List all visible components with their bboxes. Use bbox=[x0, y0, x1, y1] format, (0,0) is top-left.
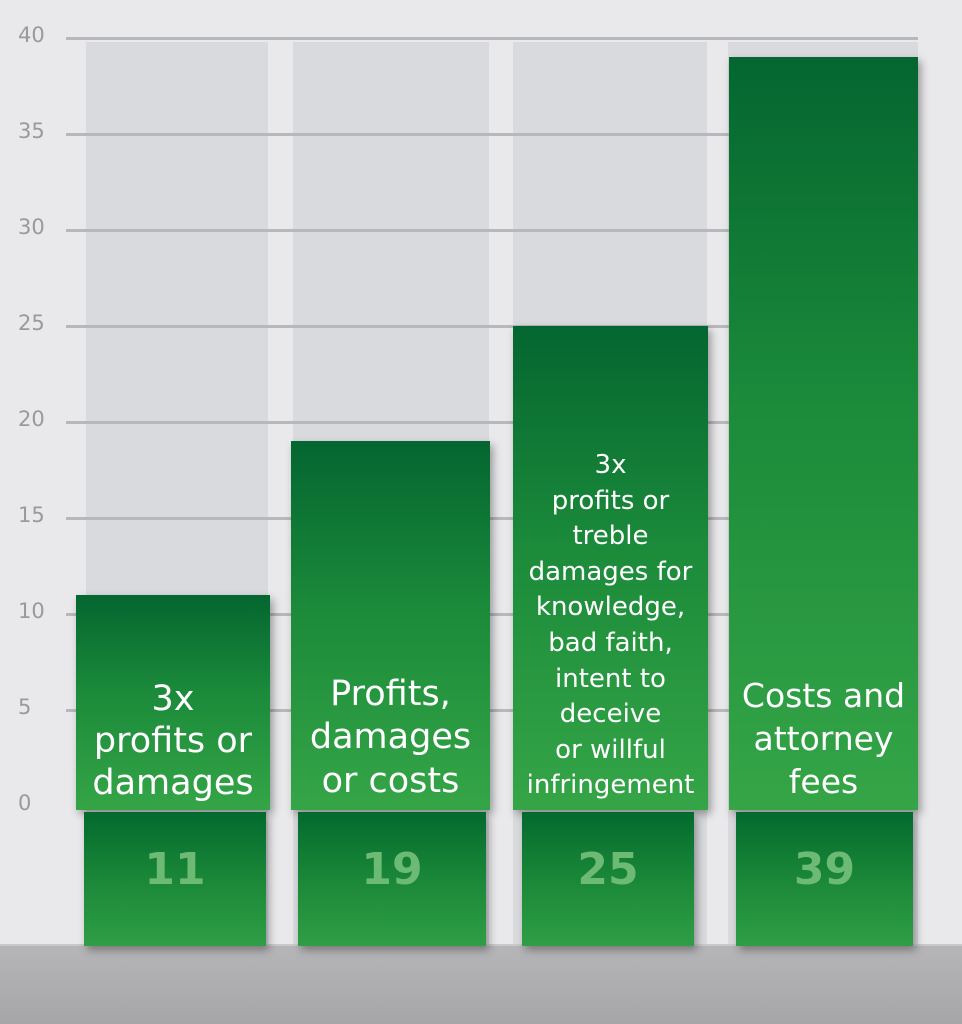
bar-label-line: Profits, bbox=[330, 673, 451, 714]
bar-2: Profits, damages or costs bbox=[291, 441, 490, 810]
value-block-4: 39 bbox=[736, 812, 913, 946]
bar-label-line: deceive bbox=[559, 699, 662, 730]
bar-label-line: knowledge, bbox=[535, 592, 686, 623]
y-tick-label-5: 5 bbox=[18, 695, 32, 719]
bar-label-line: damages bbox=[92, 762, 254, 803]
bar-label-line: or willful bbox=[555, 734, 666, 765]
y-tick-label-0: 0 bbox=[18, 791, 32, 815]
y-tick-label-15: 15 bbox=[18, 503, 45, 527]
bar-label-line: infringement bbox=[526, 770, 695, 801]
value-label-1: 11 bbox=[144, 844, 206, 895]
value-block-1: 11 bbox=[84, 812, 266, 946]
y-tick-label-20: 20 bbox=[18, 407, 45, 431]
gridline-20 bbox=[66, 421, 918, 424]
bar-label-line: fees bbox=[788, 762, 859, 802]
bar-label-line: attorney bbox=[753, 719, 894, 759]
bar-label-1: 3x profits or damages bbox=[76, 678, 270, 804]
bar-label-line: or costs bbox=[321, 761, 460, 802]
gridline-10 bbox=[66, 613, 918, 616]
gridline-5 bbox=[66, 709, 918, 712]
value-label-2: 19 bbox=[361, 844, 423, 895]
bar-label-2: Profits, damages or costs bbox=[291, 673, 490, 804]
gridline-35 bbox=[66, 133, 918, 136]
gridline-25 bbox=[66, 325, 918, 328]
value-block-3: 25 bbox=[522, 812, 694, 946]
y-tick-label-30: 30 bbox=[18, 215, 45, 239]
bar-label-line: damages for bbox=[528, 556, 693, 587]
bar-label-line: Costs and bbox=[741, 676, 906, 716]
bar-3: 3x profits or treble damages for knowledge, b… bbox=[513, 326, 708, 810]
bar-label-line: 3x bbox=[151, 678, 195, 719]
y-tick-label-10: 10 bbox=[18, 599, 45, 623]
gridline-30 bbox=[66, 229, 918, 232]
bar-1: 3x profits or damages bbox=[76, 594, 270, 810]
value-label-4: 39 bbox=[793, 844, 856, 895]
bar-label-3: 3x profits or treble damages for knowledge, b… bbox=[513, 448, 708, 804]
y-tick-label-40: 40 bbox=[18, 23, 45, 47]
value-block-2: 19 bbox=[298, 812, 486, 946]
bar-label-4: Costs and attorney fees bbox=[729, 675, 918, 804]
value-label-3: 25 bbox=[577, 844, 639, 895]
bar-label-line: treble bbox=[572, 521, 649, 552]
bar-label-line: profits or bbox=[93, 720, 253, 761]
gridline-15 bbox=[66, 517, 918, 520]
bar-label-line: profits or bbox=[551, 485, 670, 516]
bar-label-line: damages bbox=[309, 717, 472, 758]
bar-label-line: bad faith, bbox=[548, 627, 673, 658]
y-tick-label-25: 25 bbox=[18, 311, 45, 335]
bar-4: Costs and attorney fees bbox=[729, 57, 918, 810]
gridline-40 bbox=[66, 37, 918, 40]
bar-label-line: 3x bbox=[594, 449, 627, 480]
chart-floor bbox=[0, 944, 962, 1024]
bar-label-line: intent to bbox=[555, 663, 666, 694]
y-tick-label-35: 35 bbox=[18, 119, 45, 143]
